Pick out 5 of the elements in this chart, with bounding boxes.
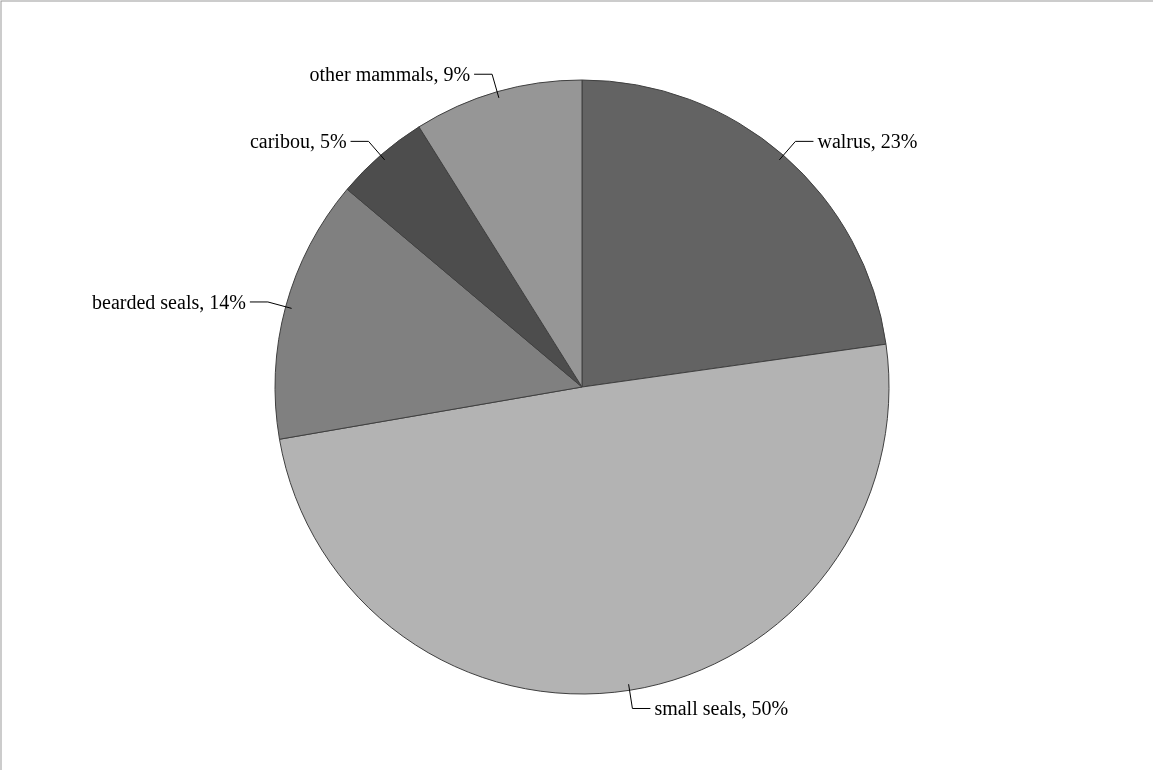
slice-label: other mammals, 9% — [309, 62, 471, 86]
slice-label: caribou, 5% — [249, 129, 347, 153]
slice-label: walrus, 23% — [817, 129, 918, 153]
slice-label: bearded seals, 14% — [92, 290, 246, 314]
slice-label: small seals, 50% — [654, 696, 789, 720]
